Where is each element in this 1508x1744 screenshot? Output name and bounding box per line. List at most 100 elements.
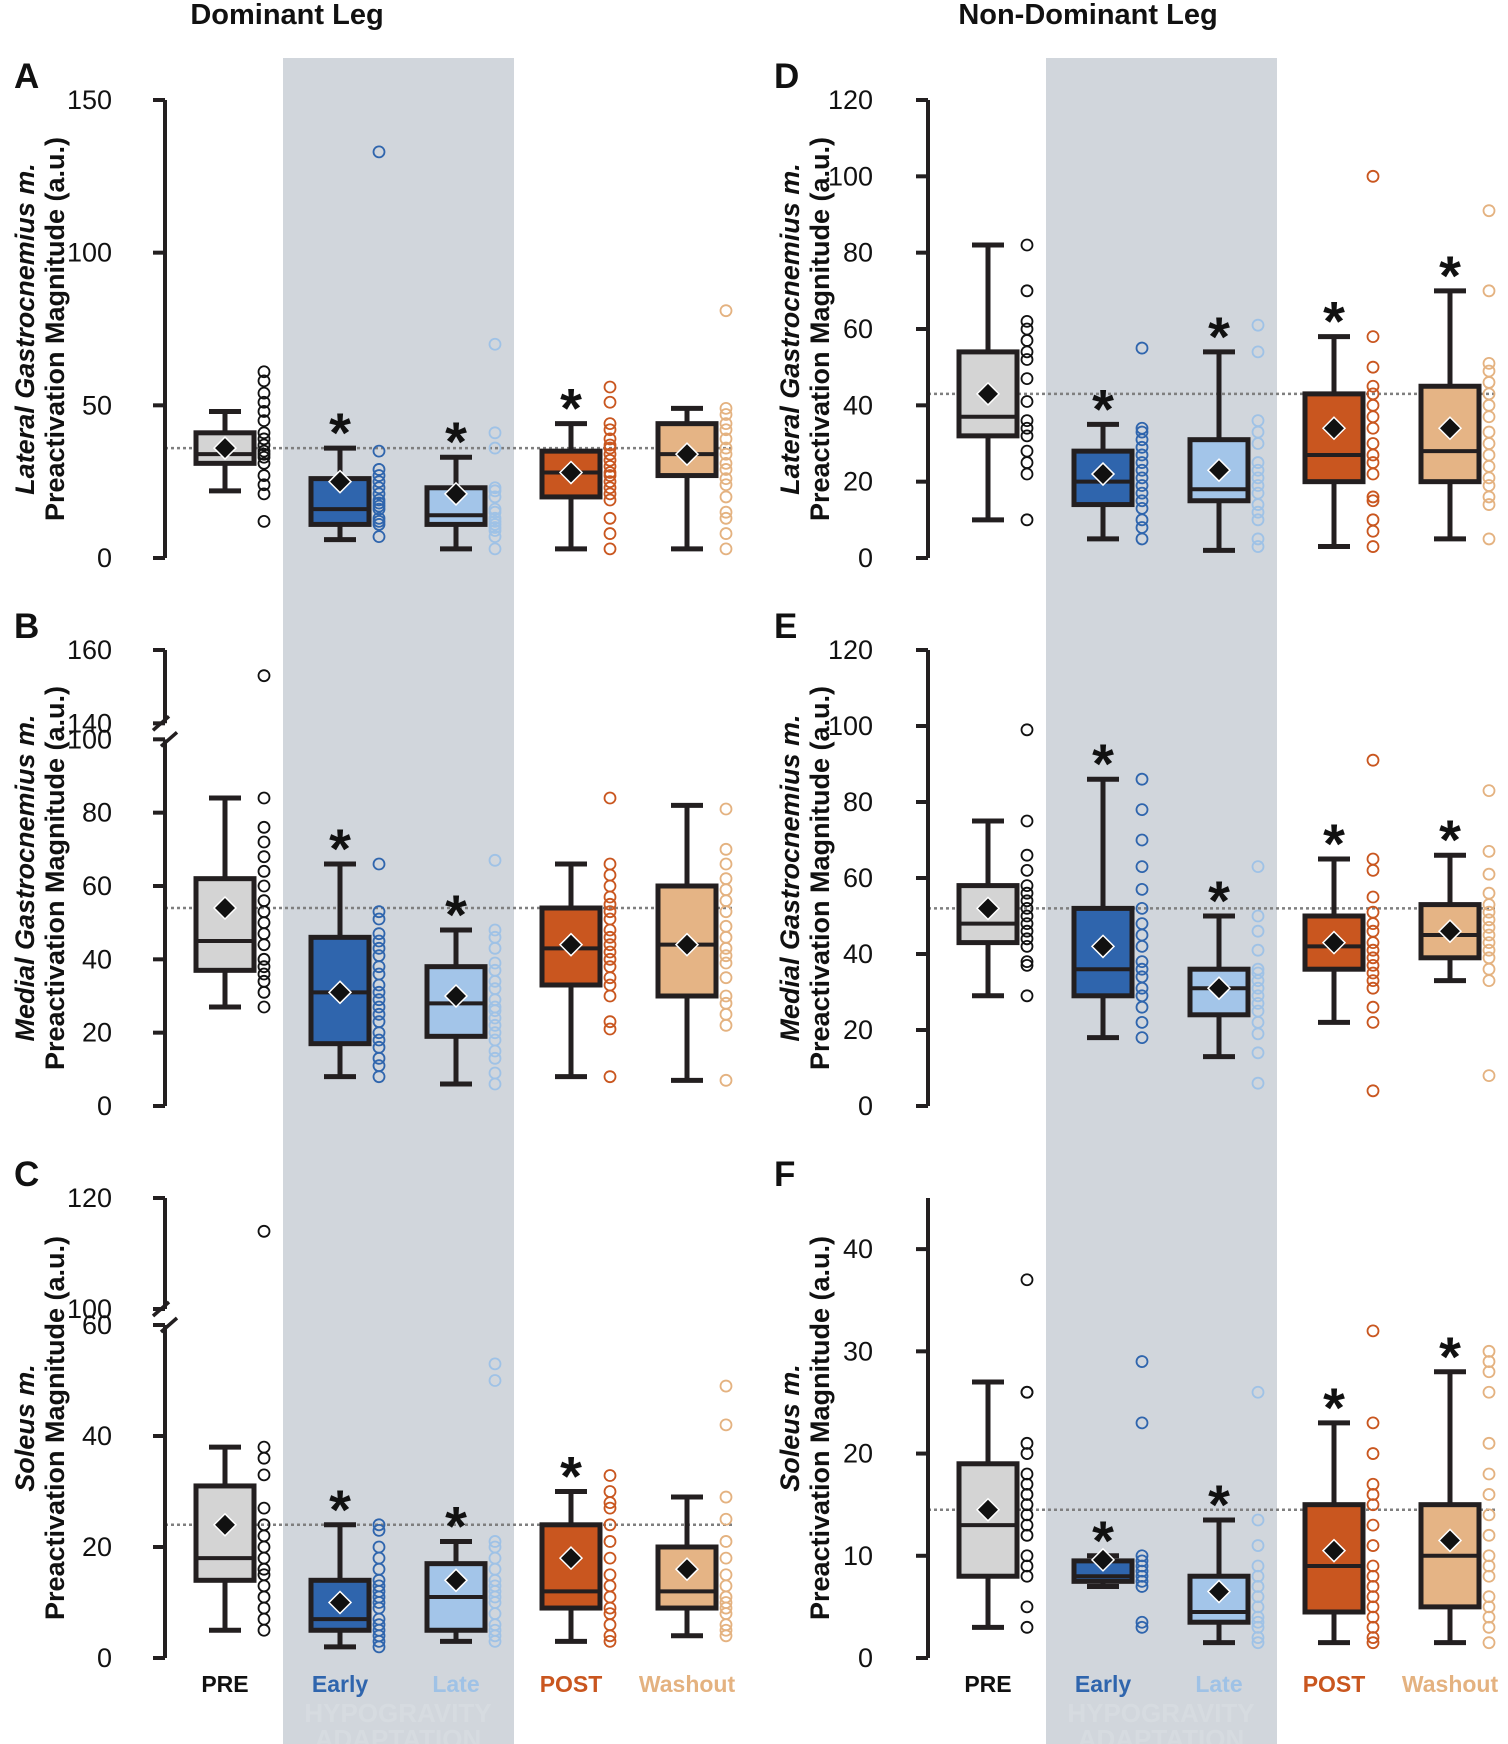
- data-point: [372, 857, 386, 871]
- box-late: *: [1187, 860, 1265, 1090]
- y-axis-title-muscle: Medial Gastrocnemius m.: [10, 714, 40, 1041]
- mean-diamond: [1090, 1547, 1116, 1572]
- data-point: [372, 1518, 386, 1532]
- data-point: [372, 1070, 386, 1084]
- data-point: [372, 481, 386, 495]
- data-point: [1251, 909, 1265, 923]
- data-point: [603, 1501, 617, 1515]
- data-point: [1020, 814, 1034, 828]
- y-tick-label: 60: [82, 871, 112, 901]
- data-point: [719, 490, 733, 504]
- data-point: [719, 941, 733, 955]
- data-point: [488, 1044, 502, 1058]
- data-point: [603, 493, 617, 507]
- data-point: [1251, 456, 1265, 469]
- data-point: [488, 923, 502, 937]
- data-point: [603, 945, 617, 959]
- data-point: [603, 1568, 617, 1582]
- data-point: [488, 484, 502, 498]
- data-point: [1020, 909, 1034, 923]
- data-point: [488, 441, 502, 455]
- data-point: [603, 791, 617, 805]
- data-point: [1482, 1488, 1496, 1501]
- mean-diamond: [443, 1568, 469, 1593]
- y-tick-label: 0: [97, 1091, 112, 1121]
- data-point: [603, 1469, 617, 1482]
- data-point: [719, 1490, 733, 1504]
- data-point: [1135, 860, 1149, 873]
- data-point: [1135, 341, 1149, 355]
- data-point: [1020, 1273, 1034, 1287]
- data-point: [372, 502, 386, 516]
- data-point: [488, 974, 502, 988]
- data-point: [1251, 981, 1265, 995]
- data-point: [372, 927, 386, 941]
- mean-diamond: [674, 932, 700, 957]
- data-point: [1482, 943, 1496, 957]
- data-point: [603, 923, 617, 937]
- data-point: [1251, 505, 1265, 519]
- data-point: [1366, 864, 1380, 877]
- mean-diamond: [327, 1590, 353, 1615]
- data-point: [1251, 1636, 1265, 1650]
- data-point: [1020, 924, 1034, 938]
- data-point: [1366, 974, 1380, 987]
- data-point: [719, 511, 733, 525]
- data-point: [1366, 330, 1380, 344]
- data-point: [719, 1512, 733, 1526]
- data-point: [257, 1440, 271, 1454]
- data-point: [1366, 1539, 1380, 1552]
- data-point: [719, 463, 733, 476]
- data-point: [1366, 437, 1380, 450]
- data-point: [1020, 1569, 1034, 1583]
- panel-letter: A: [14, 57, 39, 96]
- data-point: [1482, 425, 1496, 439]
- data-point: [719, 423, 733, 437]
- data-point: [603, 857, 617, 871]
- data-point: [488, 1004, 502, 1018]
- column-title-non-dominant: Non-Dominant Leg: [958, 0, 1217, 31]
- data-point: [257, 405, 271, 418]
- y-tick-label: 60: [843, 314, 873, 344]
- data-point: [1482, 471, 1496, 485]
- mean-diamond: [558, 932, 584, 957]
- data-point: [372, 530, 386, 544]
- data-point: [488, 1590, 502, 1604]
- data-point: [257, 985, 271, 999]
- data-point: [603, 1590, 617, 1604]
- data-point: [1366, 1084, 1380, 1098]
- data-point: [257, 478, 271, 492]
- data-point: [488, 1357, 502, 1371]
- box-early: *: [308, 1478, 386, 1654]
- data-point: [1135, 471, 1149, 485]
- box-late: *: [1187, 1385, 1265, 1650]
- data-point: [719, 401, 733, 415]
- data-point: [372, 960, 386, 974]
- data-point: [1020, 1528, 1034, 1542]
- data-point: [257, 1562, 271, 1576]
- data-point: [719, 1018, 733, 1032]
- box-pre: [193, 365, 271, 528]
- data-point: [1135, 1355, 1149, 1368]
- data-point: [1251, 498, 1265, 511]
- box-late: *: [424, 853, 502, 1091]
- data-point: [603, 469, 617, 482]
- data-point: [257, 1623, 271, 1637]
- data-point: [1482, 459, 1496, 473]
- data-point: [1251, 1513, 1265, 1527]
- data-point: [1251, 318, 1265, 332]
- category-label-early: Early: [1075, 1671, 1131, 1697]
- significance-asterisk: *: [1208, 1473, 1230, 1536]
- data-point: [1366, 410, 1380, 424]
- panel-letter: D: [774, 57, 799, 96]
- category-label-pre: PRE: [201, 1671, 248, 1697]
- data-point: [257, 1590, 271, 1604]
- data-point: [1251, 1076, 1265, 1090]
- mean-diamond: [1437, 1528, 1463, 1553]
- panel-letter: C: [14, 1155, 39, 1194]
- y-tick-label: 20: [843, 1015, 873, 1045]
- data-point: [1366, 448, 1380, 462]
- data-point: [1251, 540, 1265, 553]
- data-point: [1251, 966, 1265, 980]
